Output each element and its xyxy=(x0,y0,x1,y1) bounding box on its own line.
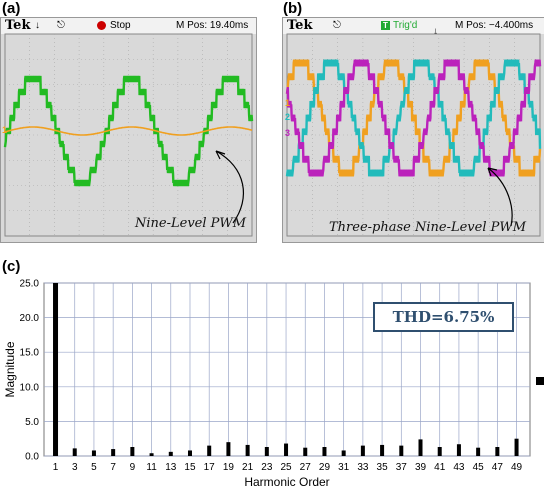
x-tick-label: 37 xyxy=(396,462,408,473)
brand-logo: Tek xyxy=(287,18,313,33)
y-tick-label: 0.0 xyxy=(25,452,39,463)
x-tick-label: 25 xyxy=(280,462,292,473)
reference-waveform xyxy=(4,126,253,136)
bar-h33 xyxy=(360,445,365,456)
x-tick-label: 43 xyxy=(453,462,465,473)
x-tick-label: 31 xyxy=(338,462,350,473)
y-tick-label: 15.0 xyxy=(20,348,40,359)
bar-h13 xyxy=(168,451,173,456)
trigger-status-icon: T xyxy=(381,21,390,30)
panel-a-label: (a) xyxy=(2,0,21,17)
bar-h39 xyxy=(418,439,423,456)
bar-h47 xyxy=(495,447,500,456)
brand-logo: Tek xyxy=(5,18,31,33)
y-tick-label: 10.0 xyxy=(20,382,40,393)
x-tick-label: 21 xyxy=(242,462,254,473)
x-tick-label: 7 xyxy=(110,462,116,473)
side-marker xyxy=(536,377,544,385)
channel-marker-2: 2 xyxy=(285,112,291,122)
panel-b-label: (b) xyxy=(283,0,303,17)
x-tick-label: 49 xyxy=(511,462,523,473)
bar-h15 xyxy=(187,450,192,456)
x-axis-label: Harmonic Order xyxy=(244,475,329,488)
scope-a: Tek ↓ ⎋ Stop M Pos: 19.40ms 1 Nine-Level… xyxy=(0,17,257,243)
bar-h1 xyxy=(53,283,59,456)
annotation-a: Nine-Level PWM xyxy=(135,216,247,231)
mpos-text: M Pos: −4.400ms xyxy=(455,20,534,31)
bar-h19 xyxy=(226,442,231,456)
bar-h31 xyxy=(341,450,346,456)
mpos-text: M Pos: 19.40ms xyxy=(176,20,249,31)
x-tick-label: 47 xyxy=(492,462,504,473)
x-tick-label: 23 xyxy=(261,462,273,473)
bar-h5 xyxy=(91,450,96,456)
x-tick-label: 39 xyxy=(415,462,427,473)
bar-h27 xyxy=(303,447,308,456)
x-tick-label: 11 xyxy=(146,462,157,473)
nine-level-waveform xyxy=(3,75,254,187)
x-tick-label: 29 xyxy=(319,462,331,473)
status-text: Trig'd xyxy=(393,20,418,31)
bar-h43 xyxy=(456,444,461,456)
panel-c-label: (c) xyxy=(2,258,21,275)
bar-h21 xyxy=(245,444,250,456)
bar-h7 xyxy=(111,449,116,456)
bar-h23 xyxy=(264,447,269,456)
y-tick-label: 20.0 xyxy=(20,313,40,324)
x-tick-label: 27 xyxy=(300,462,312,473)
scope-a-header: Tek ↓ ⎋ Stop M Pos: 19.40ms xyxy=(1,18,256,34)
x-tick-label: 3 xyxy=(72,462,78,473)
x-tick-label: 35 xyxy=(377,462,389,473)
annotation-arrow xyxy=(487,167,513,227)
trigger-pos-icon: ↓ xyxy=(35,20,40,31)
bar-h25 xyxy=(284,443,289,456)
bar-h49 xyxy=(514,438,519,456)
x-tick-label: 15 xyxy=(184,462,196,473)
channel-marker-3: 3 xyxy=(285,128,291,138)
bar-h3 xyxy=(72,448,77,456)
scope-a-plot xyxy=(3,33,254,237)
bar-h11 xyxy=(149,453,154,456)
scope-b: Tek ⎋ T Trig'd M Pos: −4.400ms ↓ 1 2 3 T… xyxy=(282,17,544,243)
pulse-icon: ⎋ xyxy=(333,20,341,31)
harmonic-bar-chart: 0.05.010.015.020.025.01 3 5 7 9 11 13 15 17 19 21 2… xyxy=(3,279,531,488)
scope-b-header: Tek ⎋ T Trig'd M Pos: −4.400ms ↓ xyxy=(283,18,544,37)
phase3-waveform xyxy=(285,59,542,177)
bar-h41 xyxy=(437,447,442,456)
phase2-waveform xyxy=(285,59,542,177)
x-tick-label: 5 xyxy=(91,462,97,473)
annotation-arrow xyxy=(215,150,245,224)
x-tick-label: 19 xyxy=(223,462,235,473)
x-tick-label: 13 xyxy=(165,462,177,473)
x-tick-label: 41 xyxy=(434,462,446,473)
bar-h29 xyxy=(322,447,327,456)
x-tick-label: 45 xyxy=(473,462,485,473)
bar-h37 xyxy=(399,445,404,456)
channel-marker-1: 1 xyxy=(285,98,291,108)
x-tick-label: 17 xyxy=(204,462,216,473)
scope-b-plot xyxy=(285,33,542,237)
x-tick-label: 1 xyxy=(53,462,59,473)
thd-label: THD=6.75% xyxy=(373,302,514,332)
bar-h35 xyxy=(380,444,385,456)
y-tick-label: 25.0 xyxy=(20,279,40,290)
y-tick-label: 5.0 xyxy=(25,417,39,428)
trigger-pos-icon: ↓ xyxy=(433,26,438,37)
x-tick-label: 9 xyxy=(130,462,136,473)
status-text: Stop xyxy=(110,20,131,31)
channel-marker-1: 1 xyxy=(2,125,8,135)
x-tick-label: 33 xyxy=(357,462,369,473)
annotation-b: Three-phase Nine-Level PWM xyxy=(329,220,527,235)
bar-h45 xyxy=(476,447,481,456)
bar-h17 xyxy=(207,445,212,456)
bar-h9 xyxy=(130,447,135,456)
stop-indicator-icon xyxy=(97,21,106,30)
y-axis-label: Magnitude xyxy=(3,341,17,397)
pulse-icon: ⎋ xyxy=(57,20,65,31)
